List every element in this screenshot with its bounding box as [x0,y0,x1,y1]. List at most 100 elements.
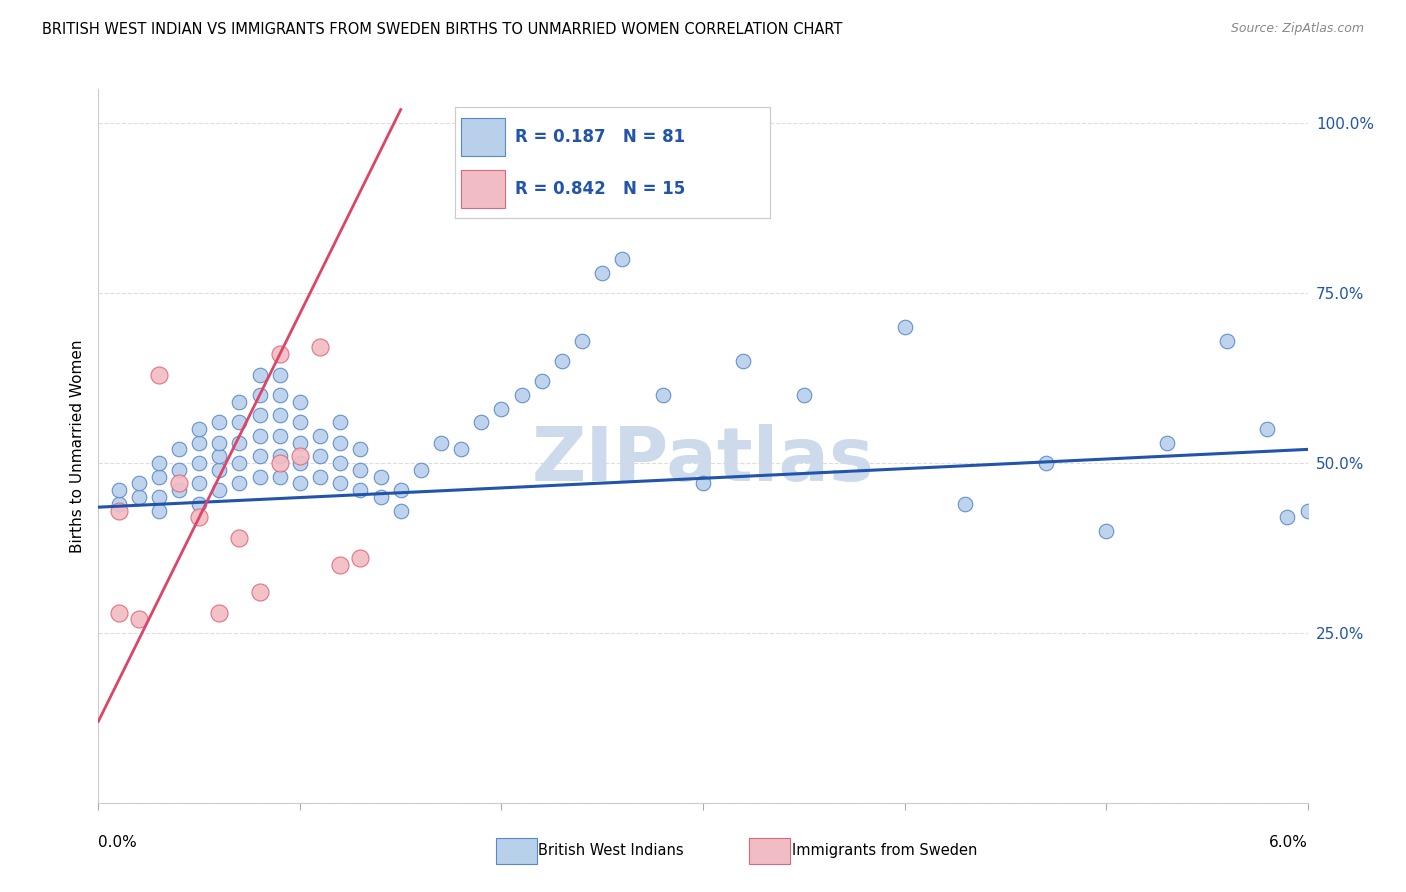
Point [551,354,574,368]
Point [389,483,412,498]
Point [249,429,271,443]
Point [107,503,129,517]
Point [651,388,673,402]
Point [148,503,170,517]
Point [329,456,352,470]
Point [269,347,291,361]
Point [370,469,392,483]
Point [148,368,170,382]
Point [249,449,271,463]
Point [228,435,250,450]
Point [148,456,170,470]
Point [349,442,371,457]
Point [228,531,250,545]
Point [188,456,211,470]
Point [167,483,190,498]
Point [1156,435,1178,450]
Point [612,252,634,266]
Point [430,435,453,450]
Point [953,497,976,511]
Point [793,388,815,402]
Point [470,415,492,429]
Point [288,435,311,450]
Point [1035,456,1057,470]
Point [107,483,129,498]
Point [530,375,553,389]
Point [269,388,291,402]
Point [188,510,211,524]
Point [249,388,271,402]
Point [228,456,250,470]
Point [692,476,714,491]
Point [128,612,150,626]
Point [349,551,371,566]
Point [329,558,352,572]
Point [309,449,332,463]
Point [188,476,211,491]
Point [288,394,311,409]
Point [288,449,311,463]
Point [148,469,170,483]
Point [269,469,291,483]
Point [1296,503,1319,517]
Y-axis label: Births to Unmarried Women: Births to Unmarried Women [69,339,84,553]
Point [249,585,271,599]
Point [228,394,250,409]
Point [148,490,170,504]
Point [389,503,412,517]
Text: Immigrants from Sweden: Immigrants from Sweden [792,844,977,858]
Point [269,368,291,382]
Point [269,456,291,470]
Text: 6.0%: 6.0% [1268,835,1308,850]
Text: 0.0%: 0.0% [98,835,138,850]
Point [1256,422,1278,436]
Point [1277,510,1299,524]
Point [329,476,352,491]
Point [208,463,231,477]
Point [188,435,211,450]
Point [269,409,291,423]
Point [228,415,250,429]
Point [188,422,211,436]
Point [288,415,311,429]
Text: ZIPatlas: ZIPatlas [531,424,875,497]
Point [409,463,432,477]
Point [249,469,271,483]
Point [1216,334,1239,348]
Point [370,490,392,504]
Point [349,463,371,477]
Point [591,266,613,280]
Point [288,456,311,470]
Point [208,415,231,429]
Point [269,429,291,443]
Point [128,490,150,504]
Point [450,442,472,457]
Point [208,483,231,498]
Point [893,320,915,334]
Text: BRITISH WEST INDIAN VS IMMIGRANTS FROM SWEDEN BIRTHS TO UNMARRIED WOMEN CORRELAT: BRITISH WEST INDIAN VS IMMIGRANTS FROM S… [42,22,842,37]
Point [128,476,150,491]
Point [288,476,311,491]
Point [208,449,231,463]
Point [309,469,332,483]
Point [491,401,513,416]
Point [249,409,271,423]
Point [510,388,533,402]
Point [1095,524,1118,538]
Point [208,435,231,450]
Point [249,368,271,382]
Point [269,449,291,463]
Point [167,463,190,477]
Point [107,497,129,511]
Point [167,442,190,457]
Point [329,415,352,429]
Point [309,341,332,355]
Point [167,476,190,491]
Point [208,606,231,620]
Point [733,354,755,368]
Point [188,497,211,511]
Point [107,606,129,620]
Text: British West Indians: British West Indians [538,844,685,858]
Text: Source: ZipAtlas.com: Source: ZipAtlas.com [1230,22,1364,36]
Point [349,483,371,498]
